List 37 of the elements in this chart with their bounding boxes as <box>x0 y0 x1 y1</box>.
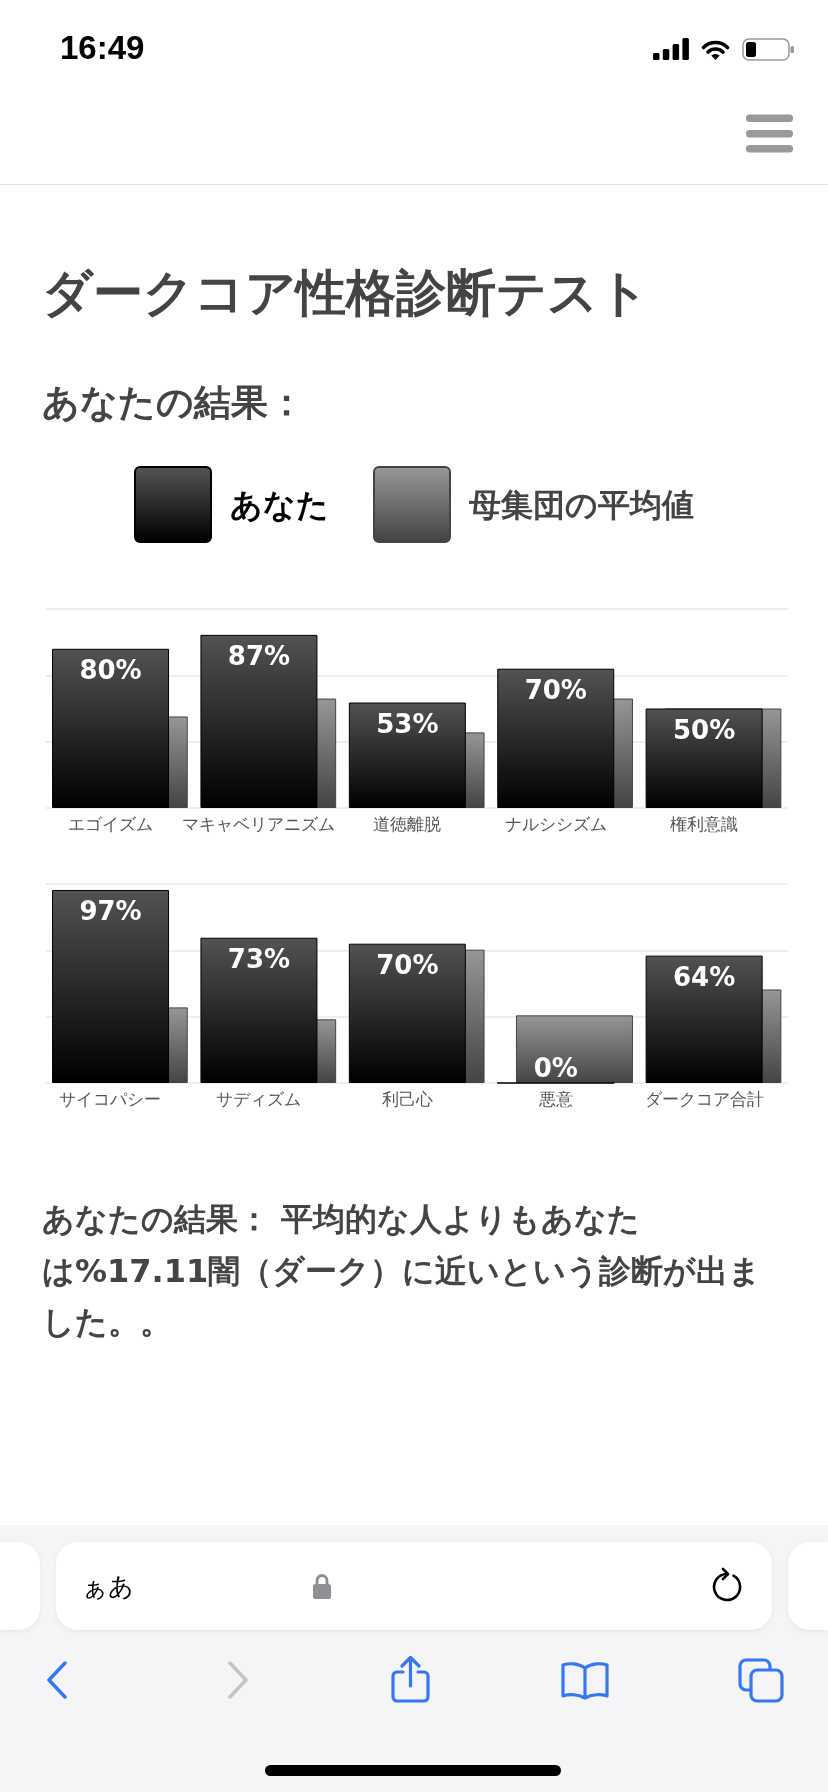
x-tick-label: サディズム <box>216 1088 302 1109</box>
x-tick-label: 道徳離脱 <box>373 813 442 834</box>
bar <box>200 634 318 808</box>
bar <box>515 1015 633 1083</box>
data-label: 50% <box>673 714 736 745</box>
x-tick-label: ダークコア合計 <box>644 1088 764 1109</box>
bar <box>645 708 763 808</box>
data-label: 70% <box>524 674 587 705</box>
bar <box>200 937 318 1083</box>
data-label: 0% <box>533 1052 578 1083</box>
data-label: 87% <box>227 640 291 671</box>
x-tick-label: 利己心 <box>381 1088 433 1109</box>
data-label: 70% <box>376 949 439 980</box>
bar <box>52 648 170 808</box>
text: あなた <box>230 484 329 525</box>
bar <box>348 702 466 808</box>
data-label: 80% <box>79 654 142 685</box>
bar <box>52 889 170 1083</box>
bar <box>645 955 763 1083</box>
x-tick-label: 権利意識 <box>670 813 738 834</box>
chart-title: ダークコア性格診断テスト <box>42 264 649 322</box>
text: 16:49 <box>60 29 145 66</box>
bar <box>348 943 466 1083</box>
data-label: 73% <box>227 943 291 974</box>
text: 母集団の平均値 <box>469 484 694 525</box>
x-tick-label: サイコパシー <box>59 1088 162 1109</box>
data-label: 53% <box>376 708 439 739</box>
text: あなたの結果： 平均的な人よりもあなたは%17.11闇（ダーク）に近いという診断が出ました。。 <box>42 1199 763 1343</box>
text: ぁあ <box>82 1572 134 1602</box>
bar <box>497 668 615 808</box>
x-tick-label: 悪意 <box>537 1088 573 1109</box>
x-tick-label: ナルシシズム <box>504 813 607 834</box>
x-tick-label: エゴイズム <box>67 813 153 834</box>
x-tick-label: マキャベリアニズム <box>182 813 336 834</box>
data-label: 97% <box>79 895 142 926</box>
data-label: 64% <box>673 961 736 992</box>
chart-subtitle: あなたの結果： <box>42 381 305 425</box>
